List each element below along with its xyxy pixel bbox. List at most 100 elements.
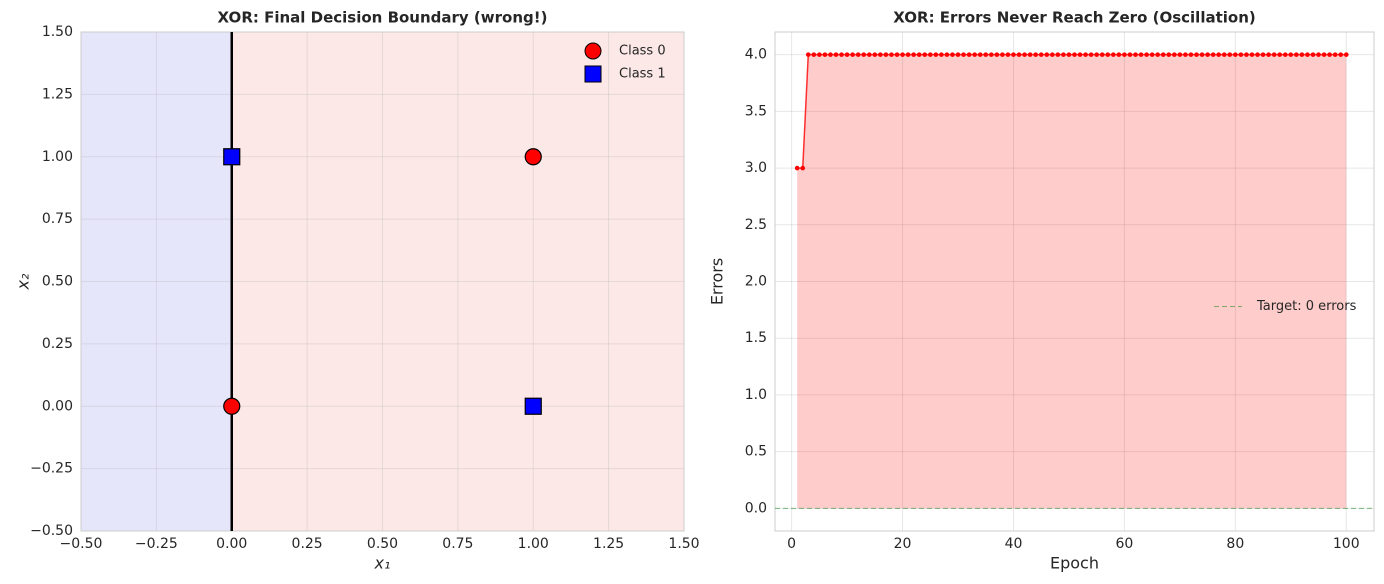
point (1138, 52, 1144, 57)
point (977, 52, 983, 57)
point (933, 52, 939, 57)
point (844, 52, 850, 57)
point (1005, 52, 1011, 57)
y-tick-label: 0.5 (745, 444, 767, 460)
point (794, 165, 800, 171)
point (1083, 52, 1088, 57)
x-tick-label: 0.00 (216, 536, 247, 552)
point (1343, 52, 1349, 57)
legend-marker (584, 65, 602, 83)
point (939, 52, 944, 57)
point (817, 52, 822, 57)
x-tick-label: 0.25 (292, 536, 323, 552)
y-tick-label: 2.0 (745, 274, 767, 290)
point (1271, 52, 1277, 57)
point (944, 52, 950, 57)
point (878, 52, 883, 57)
point (1133, 52, 1138, 57)
point (961, 52, 966, 57)
point (889, 52, 894, 57)
point (1294, 52, 1299, 57)
point (1210, 52, 1216, 57)
point (1288, 52, 1294, 57)
y-tick-label: 4.0 (745, 47, 767, 63)
point (1221, 52, 1227, 57)
region-left (81, 32, 232, 531)
point (1216, 52, 1222, 57)
point (223, 397, 241, 415)
point (1072, 52, 1077, 57)
point (1266, 52, 1271, 57)
y-tick-label: −0.25 (30, 461, 73, 477)
x-tick-label: 1.50 (668, 536, 699, 552)
point (1027, 52, 1033, 57)
y-tick-label: 0.75 (42, 211, 73, 227)
point (1238, 52, 1244, 57)
point (972, 52, 977, 57)
area (797, 54, 1347, 509)
x-tick-label: 100 (1333, 536, 1360, 552)
point (1321, 52, 1327, 57)
point (927, 52, 933, 57)
x-tick-label: −0.25 (135, 536, 178, 552)
point (1260, 52, 1266, 57)
point (1233, 52, 1238, 57)
point (1038, 52, 1044, 57)
point (1000, 52, 1005, 57)
point (955, 52, 961, 57)
plot-frame (774, 31, 1375, 532)
y-axis-label: Errors (708, 258, 727, 305)
y-tick-label: 1.5 (745, 330, 767, 346)
y-tick-label: 1.0 (745, 387, 767, 403)
x-tick-label: 0.75 (442, 536, 473, 552)
point (855, 52, 861, 57)
point (1094, 52, 1099, 57)
line (797, 53, 1347, 169)
point (911, 52, 916, 57)
y-tick-label: 1.00 (42, 149, 73, 165)
y-tick-label: −0.50 (30, 523, 73, 539)
point (1088, 52, 1094, 57)
point (524, 148, 542, 166)
point (822, 52, 828, 57)
point (866, 52, 872, 57)
point (1127, 52, 1133, 57)
point (1122, 52, 1127, 57)
point (1149, 52, 1155, 57)
point (1111, 52, 1116, 57)
point (1061, 52, 1066, 57)
region-right (231, 32, 684, 531)
x-axis-label: Epoch (1050, 554, 1099, 573)
point (1316, 52, 1321, 57)
point (1194, 52, 1199, 57)
point (850, 52, 855, 57)
x-tick-label: 20 (894, 536, 912, 552)
x-axis-label: x₁ (374, 554, 391, 573)
y-tick-label: 0.25 (42, 336, 73, 352)
point (1055, 52, 1061, 57)
point (966, 52, 972, 57)
point (805, 52, 811, 57)
point (1310, 52, 1316, 57)
y-tick-label: 1.50 (42, 24, 73, 40)
y-tick-label: 1.25 (42, 86, 73, 102)
legend-label: Class 0 (619, 44, 666, 59)
point (1016, 52, 1022, 57)
x-tick-label: 80 (1226, 536, 1244, 552)
point (883, 52, 889, 57)
point (1044, 52, 1050, 57)
x-tick-label: 60 (1116, 536, 1134, 552)
x-tick-label: 1.25 (593, 536, 624, 552)
point (800, 165, 806, 171)
point (1277, 52, 1283, 57)
point (1282, 52, 1288, 57)
point (1022, 52, 1027, 57)
plot-frame (80, 31, 685, 532)
point (828, 52, 833, 57)
point (1011, 52, 1016, 57)
point (1050, 52, 1055, 57)
point (1199, 52, 1205, 57)
legend-label: Target: 0 errors (1256, 299, 1357, 314)
y-tick-label: 0.0 (745, 500, 767, 516)
point (811, 52, 817, 57)
